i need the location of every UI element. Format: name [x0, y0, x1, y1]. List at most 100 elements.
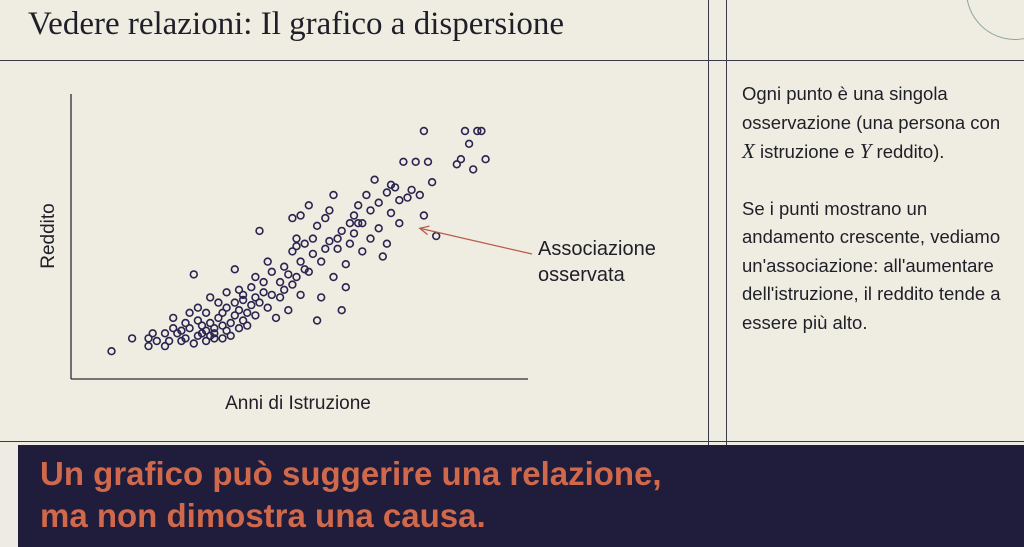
variable-x: X — [742, 139, 755, 163]
page-title: Vedere relazioni: Il grafico a dispersio… — [28, 6, 565, 42]
scatter-point — [333, 234, 342, 243]
banner-stripe — [0, 445, 18, 547]
scatter-point — [201, 326, 211, 335]
annotation-arrow — [419, 227, 533, 255]
scatter-points — [107, 126, 490, 356]
scatter-point — [218, 308, 227, 318]
scatter-point — [201, 308, 211, 318]
scatter-chart: Associazione osservata Anni di Istruzion… — [38, 94, 656, 414]
scatter-point — [259, 288, 268, 297]
scatter-point — [358, 247, 367, 256]
scatter-point — [238, 290, 248, 300]
scatter-point — [206, 318, 215, 328]
scatter-point — [263, 303, 272, 312]
scatter-point — [247, 300, 256, 310]
explanation-paragraph-2: Se i punti mostrano un andamento crescen… — [742, 197, 1001, 333]
scatter-point — [382, 188, 392, 197]
scatter-point — [144, 334, 153, 343]
column-divider-left — [708, 0, 709, 445]
scatter-point — [390, 183, 400, 192]
scatter-point — [206, 293, 215, 302]
scatter-point — [251, 293, 260, 302]
scatter-point — [432, 231, 441, 241]
scatter-point — [193, 303, 203, 312]
scatter-point — [230, 298, 240, 307]
scatter-point — [358, 219, 367, 228]
scatter-point — [177, 326, 186, 335]
scatter-point — [160, 341, 170, 351]
bottom-divider — [0, 441, 1024, 442]
scatter-point — [460, 126, 470, 136]
scatter-point — [214, 298, 223, 307]
scatter-point — [333, 244, 342, 254]
scatter-point — [238, 295, 248, 305]
scatter-point — [160, 329, 170, 338]
scatter-point — [419, 126, 429, 136]
scatter-point — [411, 157, 420, 167]
scatter-point — [403, 193, 412, 202]
scatter-point — [292, 234, 301, 243]
scatter-point — [222, 288, 231, 297]
scatter-point — [427, 177, 437, 187]
scatter-point — [477, 126, 486, 136]
scatter-point — [181, 318, 190, 328]
scatter-point — [469, 165, 478, 174]
scatter-point — [473, 126, 482, 136]
scatter-point — [349, 211, 359, 220]
scatter-point — [415, 190, 424, 200]
scatter-point — [345, 219, 355, 228]
scatter-point — [321, 213, 330, 223]
scatter-point — [395, 219, 404, 228]
scatter-point — [423, 157, 433, 167]
scatter-point — [312, 316, 322, 325]
scatter-point — [189, 270, 199, 279]
scatter-point — [284, 306, 293, 315]
scatter-point — [366, 206, 375, 215]
scatter-point — [218, 334, 227, 343]
x-axis-label: Anni di Istruzione — [225, 393, 371, 414]
scatter-point — [304, 201, 313, 210]
scatter-point — [296, 211, 305, 220]
scatter-point — [374, 224, 383, 233]
scatter-point — [222, 326, 231, 335]
scatter-point — [354, 201, 363, 210]
scatter-point — [230, 311, 240, 320]
scatter-point — [337, 306, 346, 315]
scatter-point — [464, 139, 474, 149]
takeaway-line-2: ma non dimostra una causa. — [40, 497, 486, 534]
scatter-point — [288, 280, 297, 289]
scatter-point — [407, 185, 416, 195]
column-divider-right — [726, 0, 727, 445]
scatter-point — [378, 252, 387, 261]
takeaway-line-1: Un grafico può suggerire una relazione, — [40, 455, 662, 492]
scatter-point — [329, 190, 338, 200]
scatter-point — [275, 293, 285, 302]
scatter-point — [395, 196, 404, 205]
scatter-point — [325, 206, 334, 215]
scatter-point — [362, 190, 371, 200]
scatter-point — [280, 262, 289, 271]
scatter-point — [481, 154, 490, 164]
scatter-point — [210, 334, 219, 343]
scatter-point — [345, 239, 355, 248]
scatter-point — [292, 242, 301, 251]
scatter-point — [321, 244, 330, 254]
scatter-point — [341, 260, 350, 269]
scatter-point — [325, 236, 334, 246]
scatter-point — [337, 226, 346, 236]
scatter-point — [317, 293, 326, 302]
scatter-point — [197, 321, 207, 330]
annotation-arrowhead — [418, 225, 430, 236]
y-axis-label: Reddito — [38, 203, 59, 269]
takeaway-text: Un grafico può suggerire una relazione, … — [40, 453, 662, 537]
annotation-label-line-1: Associazione — [538, 238, 656, 260]
scatter-point — [210, 329, 219, 338]
scatter-point — [238, 316, 248, 325]
scatter-point — [312, 221, 322, 231]
scatter-point — [366, 234, 375, 243]
scatter-point — [419, 211, 429, 220]
scatter-point — [329, 272, 338, 282]
scatter-point — [370, 175, 379, 184]
scatter-point — [152, 336, 162, 346]
scatter-point — [243, 321, 252, 330]
